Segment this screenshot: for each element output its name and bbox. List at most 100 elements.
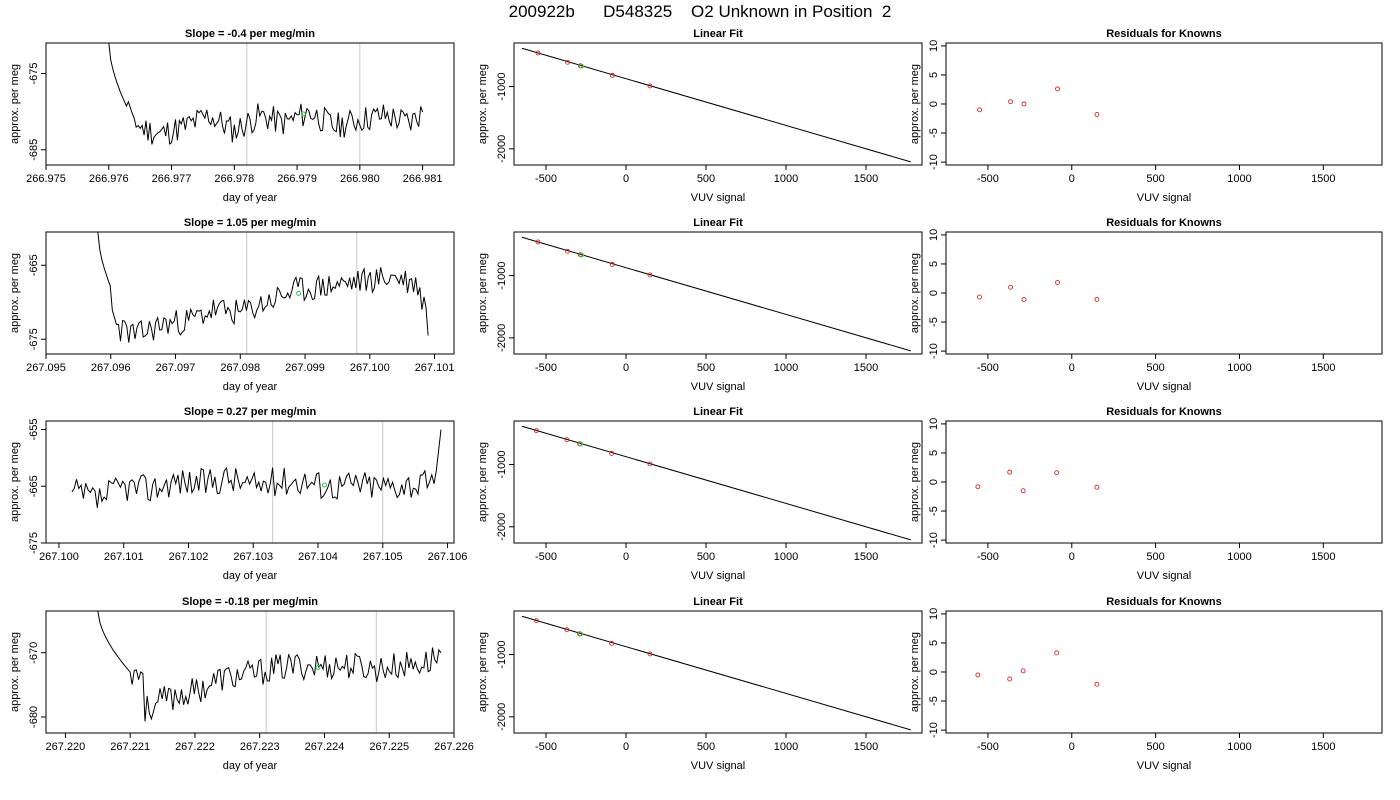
panel-4-2-x-tick-label-2: 0	[623, 741, 629, 753]
panel-1-3-y-tick-label-1: 10	[928, 40, 940, 52]
panel-4-3-y-tick-label-3: 0	[928, 669, 940, 675]
panel-4-2-known-point-1	[533, 618, 539, 624]
panel-2-1-x-axis-label: day of year	[223, 381, 278, 393]
panel-2-1-x-tick-label-6: 267.100	[350, 362, 390, 374]
panel-2-2-y-tick-label-1: -1000	[496, 262, 508, 290]
panel-3-1-x-tick-label-5: 267.104	[298, 551, 338, 563]
panel-3-3-known-point-4	[1054, 470, 1060, 476]
panel-3-2-unknown-point	[577, 441, 583, 447]
panel-2-2-known-point-5	[647, 272, 653, 278]
panel-3-2-x-axis-label: VUV signal	[691, 570, 745, 582]
panel-2-1-x-tick-label-4: 267.098	[220, 362, 260, 374]
panel-2-1-x-tick-label-3: 267.097	[156, 362, 196, 374]
panel-3-3-y-tick-label-4: -5	[928, 506, 940, 516]
panel-1-3-y-tick-label-4: -5	[928, 128, 940, 138]
panel-2-1-trace-line	[97, 232, 429, 343]
panel-4-2-title: Linear Fit	[693, 596, 743, 608]
panel-3-2-plot-frame	[513, 420, 923, 544]
panel-2-2-x-tick-label-3: 500	[697, 362, 715, 374]
panel-4-2-x-axis-label: VUV signal	[691, 760, 745, 772]
panel-1-1-x-tick-label-6: 266.980	[340, 173, 380, 185]
panel-2-3-y-tick-label-4: -5	[928, 317, 940, 327]
panel-4-2-known-point-5	[647, 651, 653, 657]
panel-1-1-x-tick-label-3: 266.977	[152, 173, 192, 185]
panel-3-2-y-tick-label-2: -2000	[496, 513, 508, 541]
panel-4-1-x-tick-label-1: 267.220	[46, 741, 86, 753]
panel-4-2-unknown-point	[577, 631, 583, 637]
panel-1-1-y-axis-label: approx. per meg	[9, 64, 21, 144]
panel-3-2-known-point-2	[564, 437, 570, 443]
panel-2-2-known-point-1	[535, 239, 541, 245]
panel-4-3-y-tick-label-5: -10	[928, 722, 940, 738]
panel-3-2-fit-line	[521, 425, 911, 541]
panel-4-2-known-point-2	[564, 627, 570, 633]
panel-4-1-x-axis-label: day of year	[223, 760, 278, 772]
page-title: 200922b D548325 O2 Unknown in Position 2	[508, 2, 892, 21]
panel-3-2-known-point-1	[533, 428, 539, 434]
panel-3-1-title: Slope = 0.27 per meg/min	[184, 406, 317, 418]
panel-2-3-x-axis-label: VUV signal	[1137, 381, 1191, 393]
panel-4-1-title: Slope = -0.18 per meg/min	[182, 596, 318, 608]
panel-4-3-y-tick-label-4: -5	[928, 696, 940, 706]
panel-3-1-x-tick-label-4: 267.103	[233, 551, 273, 563]
panel-1-2-known-point-1	[535, 50, 541, 56]
panel-3-1-x-tick-label-7: 267.106	[428, 551, 468, 563]
panel-3-3-x-tick-label-5: 1500	[1311, 551, 1335, 563]
panel-2-3-y-tick-label-2: 5	[928, 261, 940, 267]
panel-1-1-title: Slope = -0.4 per meg/min	[185, 28, 315, 40]
panel-4-1-x-tick-label-5: 267.224	[305, 741, 345, 753]
panel-2-1-y-tick-label-1: -665	[28, 254, 40, 276]
panel-1-2-y-tick-label-1: -1000	[496, 73, 508, 101]
panel-4-1-unknown-point	[315, 665, 321, 671]
panel-2-2-x-tick-label-5: 1500	[854, 362, 878, 374]
panel-4-3-x-tick-label-3: 500	[1146, 741, 1164, 753]
panel-3-2-known-point-5	[647, 461, 653, 467]
panel-2-2-fit-line	[521, 236, 911, 352]
panel-3-2-title: Linear Fit	[693, 406, 743, 418]
panel-4-3-x-tick-label-2: 0	[1069, 741, 1075, 753]
panel-1-3-x-axis-label: VUV signal	[1137, 192, 1191, 204]
panel-3-1-x-tick-label-2: 267.101	[104, 551, 144, 563]
panel-2-3-x-tick-label-1: -500	[977, 362, 999, 374]
panel-4-2-x-tick-label-3: 500	[697, 741, 715, 753]
panel-4-2-x-tick-label-4: 1000	[774, 741, 798, 753]
panel-3-3-x-tick-label-3: 500	[1146, 551, 1164, 563]
panel-3-3-plot-frame	[945, 420, 1383, 544]
panel-2-3-x-tick-label-5: 1500	[1311, 362, 1335, 374]
panel-3-2-known-point-4	[609, 450, 615, 456]
panel-3-3-x-tick-label-2: 0	[1069, 551, 1075, 563]
panel-4-3-plot-frame	[945, 610, 1383, 734]
panel-1-2-x-axis-label: VUV signal	[691, 192, 745, 204]
panel-1-1-x-tick-label-5: 266.979	[277, 173, 317, 185]
panel-1-1-plot-frame	[45, 42, 455, 166]
panel-4-3-x-tick-label-1: -500	[977, 741, 999, 753]
panel-2-2-known-point-2	[565, 248, 571, 254]
panel-1-3-x-tick-label-3: 500	[1146, 173, 1164, 185]
panel-2-1-y-tick-label-2: -675	[28, 328, 40, 350]
panel-3-3-known-point-3	[1020, 488, 1026, 494]
panel-4-3-known-point-2	[1007, 676, 1013, 682]
panel-2-2-y-tick-label-2: -2000	[496, 324, 508, 352]
panel-1-3-y-tick-label-5: -10	[928, 154, 940, 170]
panel-1-1-x-tick-label-2: 266.976	[89, 173, 129, 185]
panel-2-1-y-axis-label: approx. per meg	[9, 253, 21, 333]
panel-2-1-x-tick-label-1: 267.095	[26, 362, 66, 374]
panel-1-2-known-point-2	[565, 59, 571, 65]
panel-4-2-plot-frame	[513, 610, 923, 734]
panel-1-1-unknown-point	[300, 111, 306, 117]
panel-3-2-y-tick-label-1: -1000	[496, 451, 508, 479]
panel-3-1-y-axis-label: approx. per meg	[9, 442, 21, 522]
panel-2-2-x-tick-label-2: 0	[623, 362, 629, 374]
panel-2-2-plot-frame	[513, 231, 923, 355]
panel-2-3-x-tick-label-2: 0	[1069, 362, 1075, 374]
panel-4-1-y-tick-label-1: -670	[28, 642, 40, 664]
panel-1-1-x-tick-label-1: 266.975	[26, 173, 66, 185]
panel-1-3-known-point-1	[977, 107, 982, 113]
panel-4-3-known-point-4	[1054, 650, 1060, 656]
panel-1-3-title: Residuals for Knowns	[1106, 28, 1222, 40]
panel-1-1-x-tick-label-7: 266.981	[403, 173, 443, 185]
panel-4-3-x-axis-label: VUV signal	[1137, 760, 1191, 772]
panel-2-3-y-axis-label: approx. per meg	[909, 253, 921, 333]
panel-3-3-x-tick-label-1: -500	[977, 551, 999, 563]
panel-3-1-y-tick-label-2: -665	[28, 475, 40, 497]
